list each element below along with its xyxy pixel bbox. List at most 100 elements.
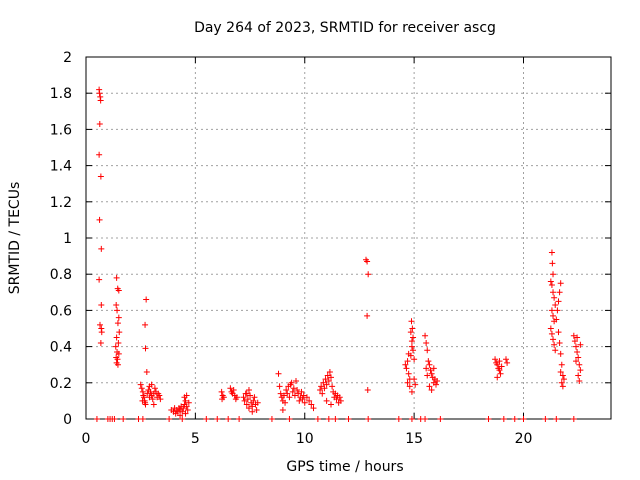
- data-point: [96, 151, 103, 158]
- data-point: [403, 365, 410, 372]
- data-point: [328, 374, 334, 381]
- data-points: [93, 86, 584, 422]
- data-point: [277, 390, 284, 397]
- x-axis-label: GPS time / hours: [286, 459, 403, 475]
- data-point: [139, 416, 146, 422]
- data-point: [325, 377, 332, 384]
- y-tick-label: 1.8: [50, 86, 72, 102]
- data-point: [251, 394, 258, 401]
- data-point: [423, 365, 430, 372]
- data-point: [250, 397, 257, 404]
- data-point: [556, 289, 563, 296]
- data-point: [573, 343, 579, 350]
- data-point: [321, 385, 328, 392]
- data-point: [98, 245, 105, 252]
- data-point: [230, 387, 237, 394]
- data-point: [310, 405, 317, 412]
- data-point: [427, 367, 434, 374]
- data-point: [326, 368, 333, 375]
- data-point: [425, 358, 432, 365]
- x-tick-label: 20: [515, 431, 533, 447]
- data-point: [404, 358, 411, 365]
- data-point: [559, 383, 566, 390]
- data-point: [434, 377, 441, 384]
- data-point: [93, 416, 100, 422]
- data-point: [96, 216, 103, 223]
- data-point: [138, 385, 145, 392]
- data-point: [306, 397, 313, 404]
- data-point: [203, 416, 210, 422]
- data-point: [412, 381, 419, 388]
- data-point: [179, 416, 186, 422]
- data-point: [114, 320, 121, 327]
- data-point: [557, 368, 564, 375]
- data-point: [548, 330, 555, 337]
- data-point: [364, 312, 371, 319]
- data-point: [496, 367, 503, 374]
- data-point: [177, 412, 184, 419]
- data-point: [552, 301, 559, 308]
- data-point: [115, 339, 122, 346]
- data-point: [143, 368, 150, 375]
- data-point: [520, 416, 527, 422]
- data-point: [405, 370, 412, 377]
- data-point: [395, 416, 402, 422]
- x-tick-label: 10: [296, 431, 314, 447]
- data-point: [411, 376, 418, 383]
- data-point: [426, 361, 433, 368]
- data-point: [241, 397, 248, 404]
- data-point: [115, 314, 122, 321]
- data-point: [97, 321, 103, 328]
- y-tick-label: 0.6: [50, 303, 72, 319]
- data-point: [423, 339, 430, 346]
- data-point: [185, 399, 192, 406]
- data-point: [113, 274, 120, 281]
- data-point: [404, 379, 411, 386]
- data-point: [290, 385, 297, 392]
- data-point: [402, 361, 409, 368]
- data-point: [573, 358, 579, 365]
- data-point: [424, 372, 431, 379]
- data-point: [542, 416, 549, 422]
- data-point: [558, 379, 565, 386]
- data-point: [157, 396, 164, 403]
- data-point: [142, 345, 149, 352]
- data-point: [560, 376, 567, 383]
- data-point: [182, 410, 189, 417]
- data-point: [96, 276, 103, 283]
- data-point: [151, 385, 158, 392]
- data-point: [365, 416, 372, 422]
- data-point: [180, 405, 187, 412]
- data-point: [149, 396, 156, 403]
- data-point: [320, 379, 327, 386]
- data-point: [570, 332, 577, 339]
- data-point: [301, 399, 308, 406]
- data-point: [332, 416, 339, 422]
- data-point: [548, 307, 555, 314]
- data-point: [114, 356, 121, 363]
- data-point: [96, 90, 103, 97]
- data-point: [571, 338, 578, 345]
- axis-ticks: 00.20.40.60.811.21.41.61.820 5 10 15 20: [50, 50, 611, 447]
- data-point: [114, 307, 121, 314]
- data-point: [116, 329, 123, 336]
- data-point: [337, 397, 344, 404]
- data-point: [146, 394, 153, 401]
- x-tick-label: 0: [82, 431, 91, 447]
- data-point: [240, 394, 247, 401]
- y-tick-label: 0.4: [50, 340, 72, 356]
- data-point: [137, 381, 144, 388]
- data-point: [345, 416, 352, 422]
- data-point: [98, 329, 105, 336]
- data-point: [245, 387, 252, 394]
- data-point: [551, 341, 558, 348]
- data-point: [249, 408, 256, 415]
- data-point: [296, 397, 303, 404]
- data-point: [430, 365, 437, 372]
- data-point: [557, 350, 564, 357]
- data-point: [555, 298, 562, 305]
- data-point: [314, 416, 321, 422]
- data-point: [408, 318, 415, 325]
- data-point: [575, 372, 582, 379]
